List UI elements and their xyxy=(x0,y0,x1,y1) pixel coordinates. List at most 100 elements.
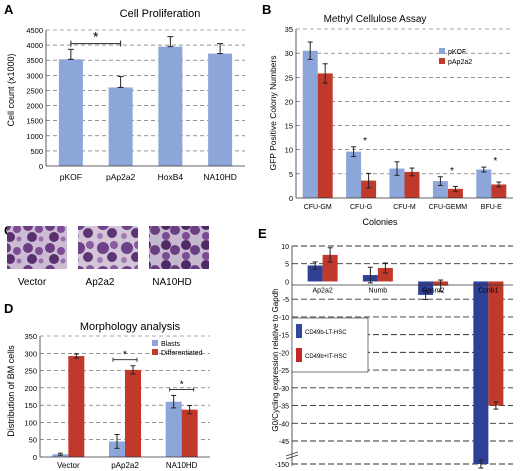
micrograph-vector xyxy=(7,226,67,269)
y-tick-30: 30 xyxy=(285,49,293,58)
chart-a-x-ticks: pKOF pAp2a2 HoxB4 NA10HD xyxy=(60,172,237,182)
bar-numb-cd49b-it-hsc xyxy=(377,267,393,282)
chart-b-title: Methyl Cellulose Assay xyxy=(324,14,427,25)
bar-cfu-gemm-pap2a2 xyxy=(447,188,463,198)
x-tick-cfu-m: CFU-M xyxy=(393,204,416,211)
y-tick-20: -20 xyxy=(279,350,289,357)
panel-letter-e: E xyxy=(258,226,267,241)
panel-e: E G0/Cycling expression relative to Gapd… xyxy=(258,226,513,469)
y-tick-50: 50 xyxy=(29,436,37,445)
bar-bfu-e-pkof xyxy=(476,169,492,198)
x-tick-ap2a2: Ap2a2 xyxy=(313,287,333,294)
bar-ccnb1-cd49b-lt-hsc xyxy=(473,281,489,464)
chart-b-x-axis-label: Colonies xyxy=(362,217,398,227)
y-tick-1500: 1500 xyxy=(26,117,43,126)
legend-e-swatch-lt xyxy=(296,324,302,338)
chart-d-significance: ** xyxy=(112,350,195,392)
x-tick-na10hd: NA10HD xyxy=(166,461,198,470)
x-tick-ccnb1: Ccnb1 xyxy=(478,287,498,294)
y-tick-5: 5 xyxy=(285,262,289,269)
chart-e-x-ticks: Ap2a2 Numb Gpsm2 Ccnb1 xyxy=(313,287,499,294)
y-tick-10: 10 xyxy=(285,146,293,155)
bar-cfu-gm-pap2a2 xyxy=(317,73,333,198)
chart-b-significance: * * * xyxy=(363,136,497,177)
y-tick-35: -35 xyxy=(279,404,289,411)
chart-d-legend: Blasts Differentiated xyxy=(152,340,203,357)
chart-a-y-axis-label: Cell count (x1000) xyxy=(6,53,16,126)
bar-ccnb1-cd49b-it-hsc xyxy=(488,281,504,406)
x-tick-vector: Vector xyxy=(57,461,80,470)
legend-e-swatch-it xyxy=(296,348,302,362)
legend-d-label-blasts: Blasts xyxy=(161,341,181,348)
bar-cfu-g-pap2a2 xyxy=(361,180,377,198)
significance-star-pap2a2: * xyxy=(123,350,127,361)
panel-a: A Cell Proliferation Cell count (x1000) … xyxy=(4,2,245,182)
significance-star-cfu-g: * xyxy=(363,136,367,147)
legend-b-label-pap2a2: pAp2a2 xyxy=(448,59,472,66)
panel-b: B Methyl Cellulose Assay GFP Positive Co… xyxy=(262,2,513,227)
y-tick-150: 150 xyxy=(24,401,37,410)
y-tick-15: -15 xyxy=(279,333,289,340)
y-tick-300: 300 xyxy=(24,349,37,358)
bar-vector-differentiated xyxy=(68,356,85,457)
chart-a-significance: * xyxy=(70,29,122,47)
y-tick-0: 0 xyxy=(33,453,37,462)
chart-e-y-axis-label: G0/Cycling expression relative to Gapdh xyxy=(271,288,280,431)
bar-cfu-m-pkof xyxy=(389,168,405,198)
y-tick-10: -10 xyxy=(279,315,289,322)
chart-d-y-ticks: 0 50 100 150 200 250 300 350 xyxy=(24,332,37,462)
x-tick-na10hd: NA10HD xyxy=(203,172,237,182)
chart-a-bars xyxy=(58,46,233,167)
bar-cfu-gemm-pkof xyxy=(432,181,448,198)
x-tick-numb: Numb xyxy=(369,287,388,294)
chart-e-axis-break xyxy=(285,451,299,460)
bar-bfu-e-pap2a2 xyxy=(491,184,507,198)
y-tick-40: -40 xyxy=(279,421,289,428)
legend-d-swatch-blasts xyxy=(152,340,158,346)
y-tick-100: 100 xyxy=(24,418,37,427)
x-tick-pap2a2: pAp2a2 xyxy=(111,461,139,470)
y-tick-30: -30 xyxy=(279,386,289,393)
bar-ap2a2-cd49b-it-hsc xyxy=(322,254,338,282)
chart-b-x-ticks: CFU-GM CFU-G CFU-M CFU-GEMM BFU-E xyxy=(304,204,502,211)
y-tick-20: 20 xyxy=(285,97,293,106)
x-tick-hoxb4: HoxB4 xyxy=(158,172,184,182)
y-tick-25: -25 xyxy=(279,368,289,375)
y-tick-3500: 3500 xyxy=(26,56,43,65)
bar-pkof xyxy=(58,59,83,167)
x-tick-pkof: pKOF xyxy=(60,172,82,182)
legend-b-swatch-pap2a2 xyxy=(439,58,445,64)
x-tick-cfu-g: CFU-G xyxy=(350,204,372,211)
chart-a-title: Cell Proliferation xyxy=(120,8,201,20)
y-tick-2000: 2000 xyxy=(26,102,43,111)
x-tick-gpsm2: Gpsm2 xyxy=(422,287,445,294)
legend-e-label-it: CD49b+IT-HSC xyxy=(305,354,348,360)
panel-c: C Vector Ap2a2 NA10HD xyxy=(4,223,209,288)
y-tick-3000: 3000 xyxy=(26,71,43,80)
chart-e-legend: CD49b-LT-HSC CD49b+IT-HSC xyxy=(291,317,369,373)
y-tick-25: 25 xyxy=(285,73,293,82)
y-tick-0: 0 xyxy=(289,194,293,203)
bar-ap2a2-cd49b-lt-hsc xyxy=(307,265,323,282)
bar-pap2a2-differentiated xyxy=(125,369,141,457)
bar-cfu-m-pap2a2 xyxy=(404,171,420,198)
y-tick-250: 250 xyxy=(24,367,37,376)
y-tick-5: -5 xyxy=(283,297,289,304)
chart-e-legend-box xyxy=(291,317,369,373)
chart-b-y-axis-label: GFP Positive Colony Numbers xyxy=(268,55,278,170)
significance-star-na10hd: * xyxy=(180,379,184,390)
legend-b-label-pkof: pKOF xyxy=(448,49,466,56)
bar-pap2a2-blasts xyxy=(109,441,125,457)
micrograph-label-ap2a2: Ap2a2 xyxy=(86,277,115,288)
y-tick-200: 200 xyxy=(24,384,37,393)
panel-letter-a: A xyxy=(4,2,14,17)
micrograph-label-vector: Vector xyxy=(18,277,47,288)
chart-d-x-ticks: Vector pAp2a2 NA10HD xyxy=(57,461,198,470)
y-tick-0: 0 xyxy=(39,162,43,171)
bar-hoxb4 xyxy=(158,46,183,166)
chart-d-error-bars xyxy=(57,353,193,456)
bar-cfu-gm-pkof xyxy=(302,50,318,198)
bar-pap2a2 xyxy=(108,87,133,166)
legend-d-swatch-differentiated xyxy=(152,349,158,355)
micrograph-na10hd xyxy=(149,226,209,269)
